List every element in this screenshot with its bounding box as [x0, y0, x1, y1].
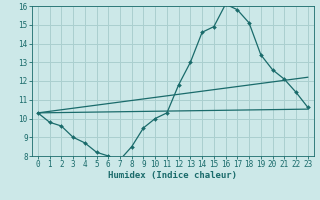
X-axis label: Humidex (Indice chaleur): Humidex (Indice chaleur): [108, 171, 237, 180]
